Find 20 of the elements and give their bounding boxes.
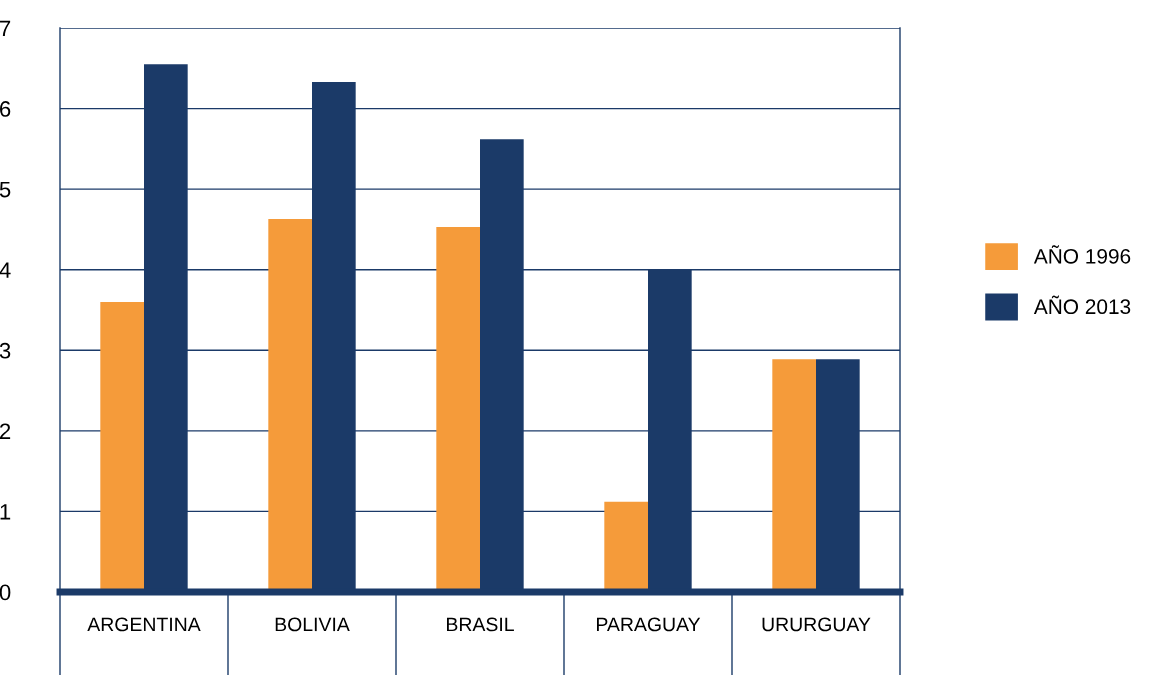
x-tick-label: ARGENTINA	[87, 617, 201, 632]
legend-label: AÑO 2013	[1033, 295, 1131, 315]
x-tick-label: BRASIL	[447, 617, 514, 632]
y-tick-label: 7	[0, 20, 11, 37]
legend-label: AÑO 1996	[1033, 245, 1131, 264]
x-tick-label: URURGUAY	[762, 617, 871, 632]
y-tick-label: 3	[0, 342, 11, 359]
bar	[100, 301, 144, 592]
y-tick-label: 4	[0, 262, 11, 278]
x-tick-label: BOLIVIA	[275, 617, 350, 632]
x-tick-label: PARAGUAY	[597, 617, 701, 632]
bar	[604, 501, 648, 592]
y-tick-label: 6	[0, 101, 11, 117]
y-tick-label: 2	[0, 423, 11, 439]
y-tick-label: 1	[0, 504, 11, 520]
y-tick-label: 5	[0, 181, 11, 198]
bar	[268, 218, 312, 592]
bar	[436, 227, 480, 592]
bar	[772, 359, 816, 592]
y-tick-label: 0	[0, 584, 11, 601]
